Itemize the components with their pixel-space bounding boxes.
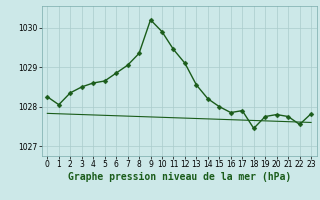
X-axis label: Graphe pression niveau de la mer (hPa): Graphe pression niveau de la mer (hPa) — [68, 172, 291, 182]
